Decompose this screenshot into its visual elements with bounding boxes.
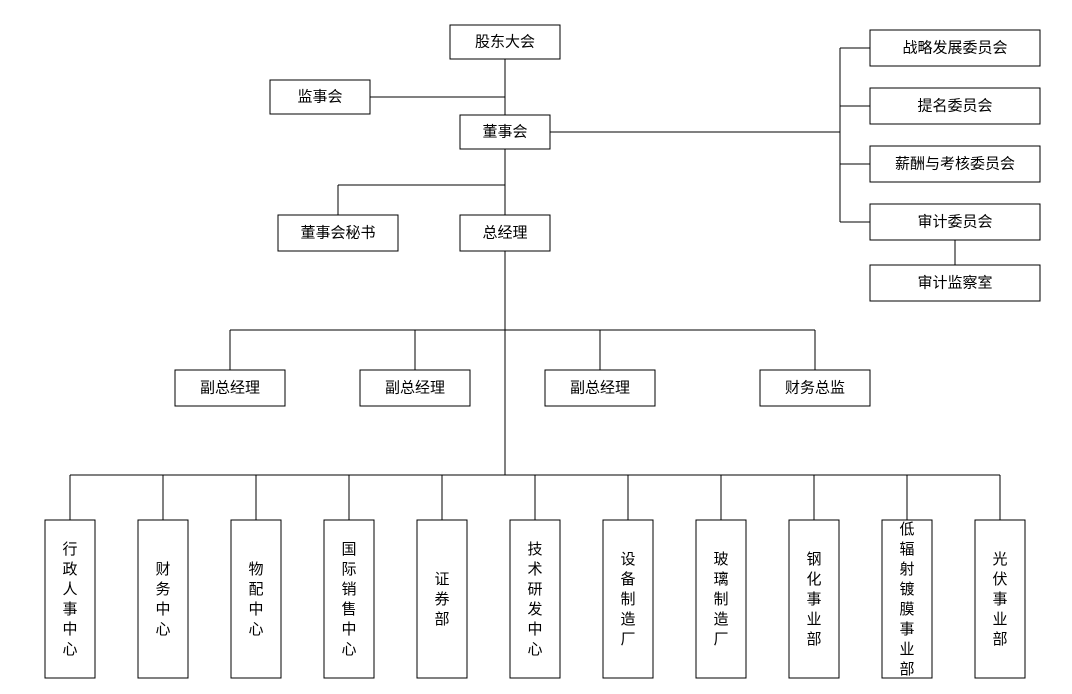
node-label: 提名委员会	[917, 97, 992, 114]
node-dept2: 财务中心	[138, 520, 188, 678]
node-dept7: 设备制造厂	[603, 520, 653, 678]
node-vgm3: 副总经理	[545, 370, 655, 406]
node-label: 总经理	[482, 224, 527, 241]
node-label: 战略发展委员会	[902, 39, 1007, 56]
node-dept11: 光伏事业部	[975, 520, 1025, 678]
node-board_secretary: 董事会秘书	[278, 215, 398, 251]
node-shareholders: 股东大会	[450, 25, 560, 59]
org-chart: 股东大会监事会董事会 战略发展委员会提名委员会薪酬与考核委员会审计委员会审计监察室…	[0, 0, 1072, 694]
node-label: 薪酬与考核委员会	[895, 155, 1015, 172]
node-dept1: 行政人事中心	[45, 520, 95, 678]
node-vgm1: 副总经理	[175, 370, 285, 406]
node-dept6: 技术研发中心	[510, 520, 560, 678]
node-label: 设备制造厂	[620, 551, 635, 648]
node-label: 证券部	[434, 571, 449, 628]
node-audit_committee: 审计委员会	[870, 204, 1040, 240]
node-strategy_committee: 战略发展委员会	[870, 30, 1040, 66]
node-remuneration_committee: 薪酬与考核委员会	[870, 146, 1040, 182]
node-dept9: 钢化事业部	[789, 520, 839, 678]
node-audit_office: 审计监察室	[870, 265, 1040, 301]
node-cfo: 财务总监	[760, 370, 870, 406]
node-label: 副总经理	[570, 379, 630, 396]
node-label: 光伏事业部	[992, 551, 1007, 648]
node-dept4: 国际销售中心	[324, 520, 374, 678]
node-supervisors: 监事会	[270, 80, 370, 114]
node-label: 副总经理	[200, 379, 260, 396]
node-label: 董事会	[482, 123, 527, 140]
node-board: 董事会	[460, 115, 550, 149]
node-label: 玻璃制造厂	[713, 551, 728, 648]
node-dept10: 低辐射镀膜事业部	[882, 520, 932, 678]
node-dept3: 物配中心	[231, 520, 281, 678]
node-nomination_committee: 提名委员会	[870, 88, 1040, 124]
node-label: 审计监察室	[917, 273, 992, 291]
node-label: 股东大会	[475, 33, 535, 50]
node-label: 审计委员会	[917, 213, 992, 230]
node-vgm2: 副总经理	[360, 370, 470, 406]
node-label: 董事会秘书	[300, 224, 375, 241]
node-label: 钢化事业部	[806, 551, 821, 648]
node-label: 副总经理	[385, 379, 445, 396]
node-dept8: 玻璃制造厂	[696, 520, 746, 678]
node-label: 监事会	[297, 88, 342, 105]
node-dept5: 证券部	[417, 520, 467, 678]
node-general_manager: 总经理	[460, 215, 550, 251]
node-label: 财务总监	[785, 379, 845, 396]
